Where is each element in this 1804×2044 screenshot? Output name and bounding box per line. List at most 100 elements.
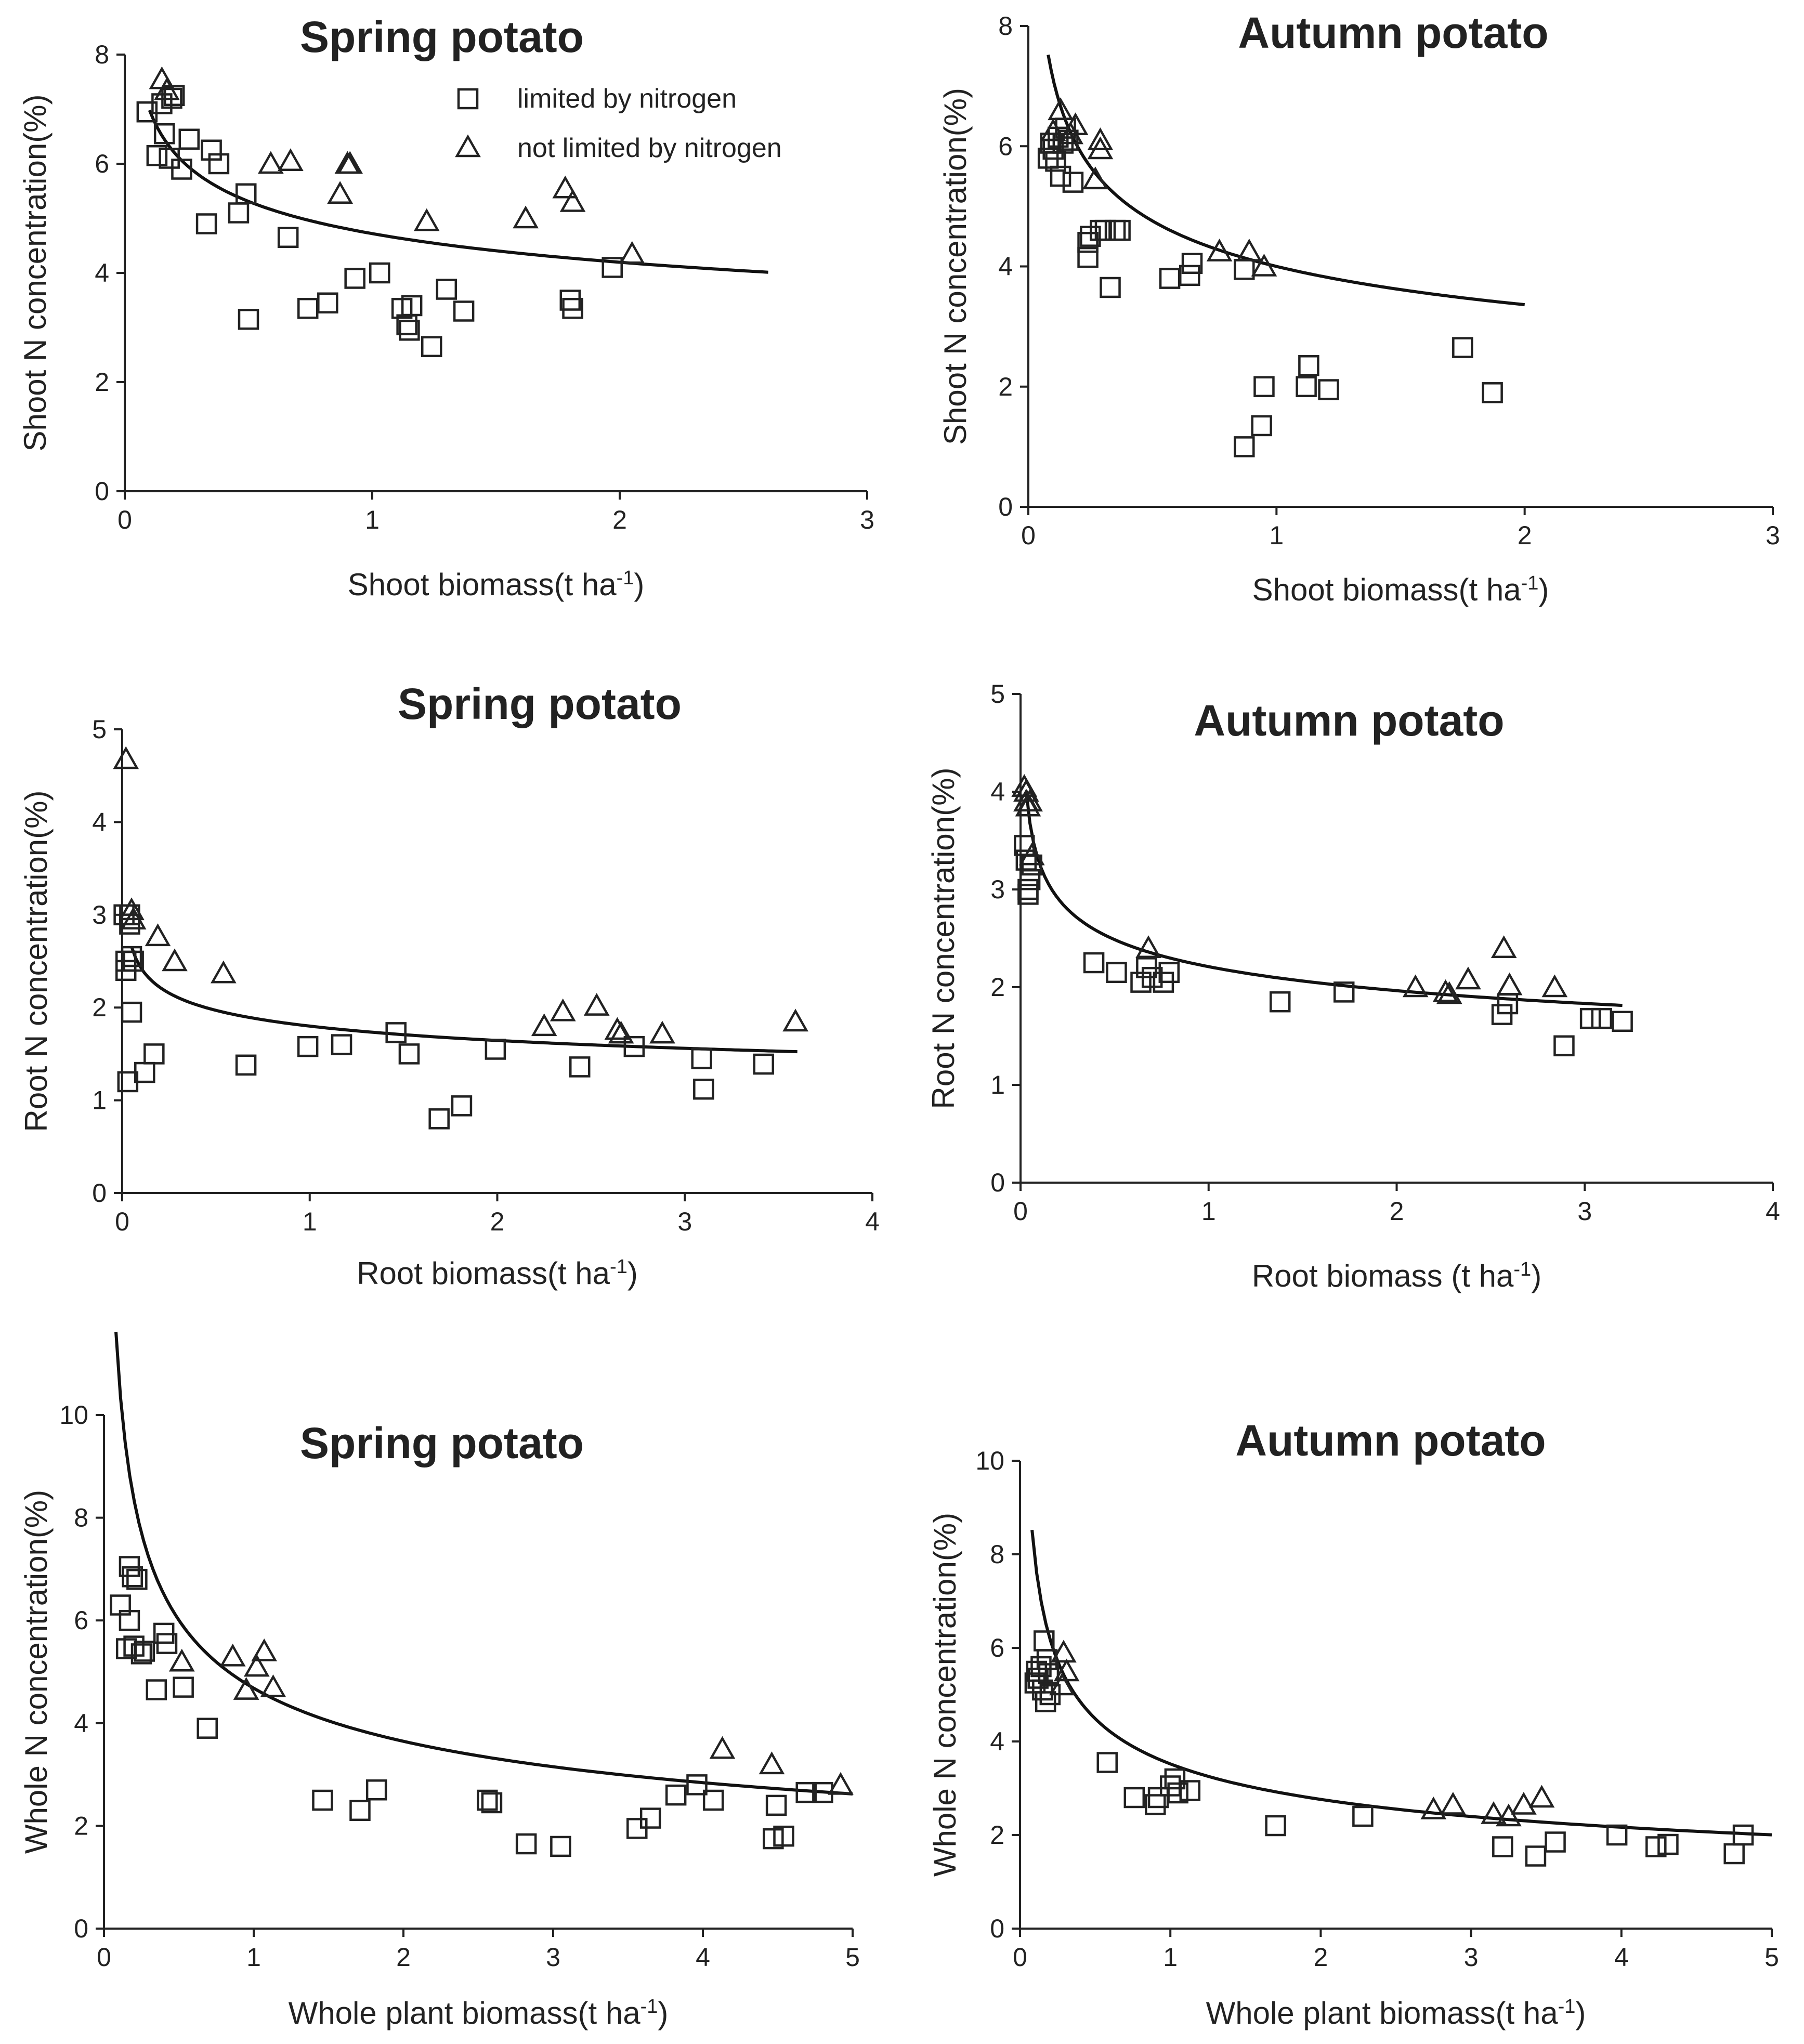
- point-not-limited: [278, 148, 304, 171]
- point-limited: [702, 1789, 724, 1811]
- point-limited: [1318, 379, 1339, 400]
- x-tick-label: 5: [1764, 1943, 1779, 1972]
- point-limited: [1036, 1649, 1058, 1670]
- point-not-limited: [1251, 253, 1277, 277]
- point-limited: [119, 1609, 140, 1631]
- point-not-limited: [782, 1008, 808, 1032]
- point-limited: [1179, 1780, 1201, 1801]
- x-tick-label: 1: [1201, 1197, 1216, 1226]
- y-tick-label: 2: [95, 368, 109, 397]
- point-limited: [1100, 277, 1121, 298]
- point-not-limited: [1436, 981, 1462, 1004]
- point-limited: [344, 268, 365, 289]
- y-tick-label: 2: [990, 1820, 1004, 1850]
- y-axis-label: Shoot N concentration(%): [18, 94, 53, 451]
- point-not-limited: [1087, 127, 1114, 150]
- point-limited: [159, 148, 180, 169]
- point-limited: [1077, 232, 1099, 253]
- point-limited: [1645, 1836, 1667, 1857]
- y-tick-label: 4: [990, 1727, 1004, 1756]
- y-tick-label: 4: [92, 807, 107, 836]
- x-tick-label: 4: [865, 1207, 880, 1236]
- point-not-limited: [1236, 239, 1262, 261]
- point-not-limited: [550, 998, 576, 1021]
- point-not-limited: [113, 746, 139, 769]
- point-limited: [195, 213, 217, 234]
- chart-whole-autumn: 0 1 2 3 4 5 0 2 4 6 8 10 Autumn potato Whole plant bi…: [927, 1416, 1779, 2030]
- x-tick-label: 3: [860, 505, 874, 534]
- y-tick-label: 3: [990, 875, 1005, 904]
- point-limited: [317, 292, 338, 313]
- point-limited: [398, 1043, 420, 1065]
- y-tick-label: 2: [990, 973, 1005, 1002]
- point-limited: [1017, 884, 1039, 905]
- y-tick-label: 6: [998, 132, 1013, 161]
- point-limited: [130, 1643, 152, 1665]
- point-limited: [1492, 1836, 1513, 1857]
- dilution-curve: [1047, 54, 1525, 307]
- x-axis-label: Shoot biomass(t ha-1): [348, 567, 645, 602]
- chart-title: Autumn potato: [1235, 1416, 1546, 1465]
- point-limited: [146, 1679, 167, 1700]
- point-limited: [1732, 1824, 1754, 1846]
- point-limited: [1030, 1656, 1052, 1678]
- point-limited: [1269, 991, 1291, 1013]
- x-tick-label: 2: [1390, 1197, 1404, 1226]
- y-tick-label: 10: [975, 1446, 1004, 1475]
- x-tick-label: 4: [696, 1943, 710, 1972]
- point-limited: [297, 298, 319, 319]
- x-tick-label: 2: [1313, 1943, 1328, 1972]
- point-limited: [1077, 246, 1099, 268]
- point-limited: [331, 1034, 352, 1055]
- point-not-limited: [531, 1013, 557, 1037]
- chart-root-autumn: 0 1 2 3 4 0 1 2 3 4 5 Autumn potato Root biomass (t …: [926, 679, 1780, 1293]
- point-limited: [297, 1036, 319, 1057]
- point-limited: [1159, 268, 1181, 289]
- point-limited: [163, 85, 185, 106]
- point-limited: [277, 227, 299, 248]
- point-not-limited: [1455, 966, 1481, 990]
- point-limited: [123, 950, 144, 972]
- point-limited: [201, 139, 222, 161]
- chart-whole-spring: 0 1 2 3 4 5 0 2 4 6 8 10 Spring potato Whole plant bi…: [19, 1331, 860, 2030]
- dilution-curve: [114, 1331, 853, 1796]
- point-limited: [156, 1633, 178, 1654]
- point-limited: [1234, 259, 1255, 280]
- point-limited: [1109, 219, 1131, 241]
- point-not-limited: [327, 181, 353, 204]
- point-limited: [569, 1056, 591, 1078]
- dilution-curve: [130, 946, 798, 1054]
- x-tick-label: 0: [1021, 521, 1036, 550]
- y-tick-label: 2: [92, 993, 107, 1022]
- point-not-limited: [1420, 1796, 1447, 1819]
- point-not-limited: [1062, 112, 1089, 136]
- point-not-limited: [251, 1638, 278, 1661]
- point-limited: [153, 123, 175, 145]
- point-limited: [369, 262, 390, 284]
- legend-label-not-limited: not limited by nitrogen: [517, 133, 782, 163]
- y-tick-label: 4: [990, 777, 1005, 806]
- point-not-limited: [243, 1654, 270, 1677]
- point-not-limited: [337, 151, 363, 174]
- point-not-limited: [1018, 842, 1045, 866]
- point-not-limited: [260, 1674, 286, 1697]
- point-not-limited: [168, 1648, 195, 1672]
- point-limited: [550, 1836, 571, 1857]
- y-tick-label: 2: [998, 372, 1013, 401]
- point-not-limited: [709, 1736, 736, 1759]
- y-tick-label: 4: [998, 252, 1013, 281]
- point-limited: [1032, 1679, 1053, 1701]
- point-not-limited: [1496, 972, 1523, 995]
- chart-root-spring: 0 1 2 3 4 0 1 2 3 4 5 Spring potato Root biomass(t h…: [19, 679, 880, 1291]
- point-not-limited: [119, 897, 145, 921]
- point-not-limited: [1541, 974, 1568, 998]
- dilution-curve: [1030, 1529, 1772, 1837]
- x-tick-label: 2: [490, 1207, 505, 1236]
- point-limited: [208, 153, 230, 175]
- point-not-limited: [1402, 974, 1429, 998]
- point-limited: [235, 1054, 257, 1076]
- point-not-limited: [1017, 789, 1043, 812]
- x-tick-label: 3: [1766, 521, 1780, 550]
- point-limited: [365, 1779, 387, 1801]
